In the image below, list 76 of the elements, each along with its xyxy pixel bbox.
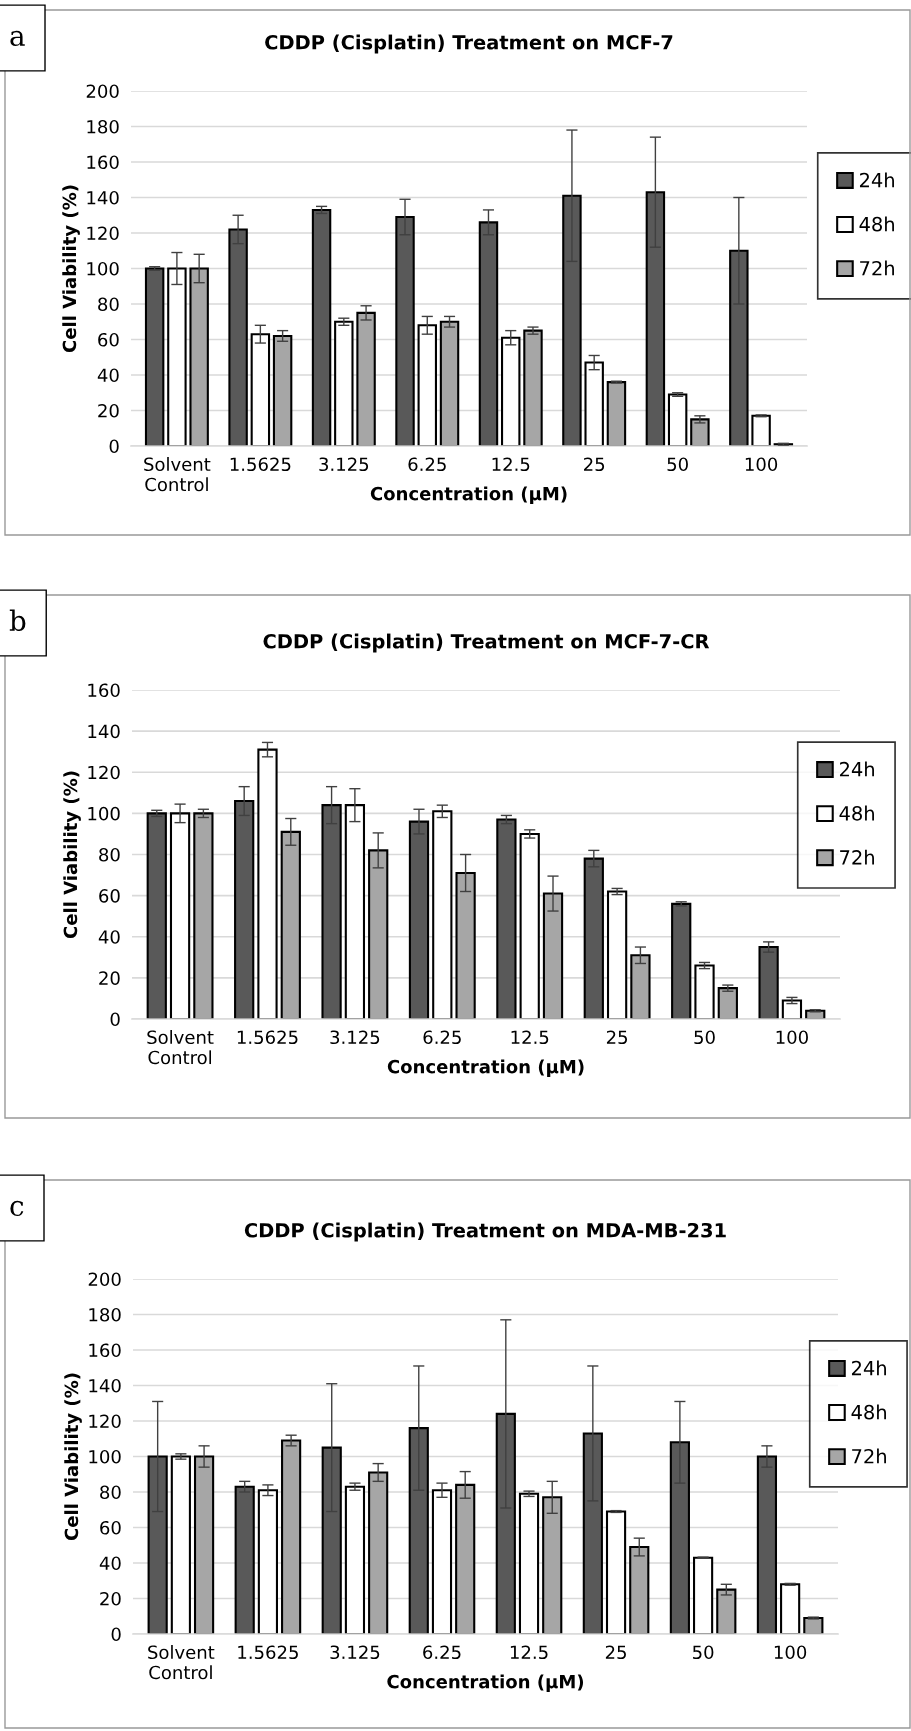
x-tick-label: 12.5 <box>511 1030 549 1045</box>
x-tick-label: 6.25 <box>408 457 446 472</box>
y-tick-label: 120 <box>88 765 120 780</box>
x-tick-label: 6.25 <box>423 1645 461 1660</box>
y-tick-label: 160 <box>88 683 120 698</box>
y-tick-label: 160 <box>87 155 119 170</box>
x-tick-label: 1.5625 <box>230 457 291 472</box>
x-tick-label: 3.125 <box>330 1030 380 1045</box>
legend-label: 48h <box>851 1404 886 1420</box>
x-tick-label: 50 <box>667 457 688 472</box>
y-tick-label: 140 <box>87 190 119 205</box>
x-tick-label: 12.5 <box>492 457 530 472</box>
x-tick-label: 3.125 <box>330 1645 380 1660</box>
y-tick-label: 80 <box>99 847 120 862</box>
y-tick-label: 140 <box>89 1378 121 1393</box>
y-tick-label: 100 <box>88 806 120 821</box>
x-tick-label: 100 <box>745 457 778 472</box>
y-tick-label: 20 <box>99 971 120 985</box>
y-tick-label: 80 <box>100 1485 121 1500</box>
x-tick-label: 25 <box>584 457 605 472</box>
y-axis-title: Cell Viability (%) <box>63 771 81 939</box>
legend-label: 72h <box>852 1448 886 1464</box>
x-tick-label: 50 <box>694 1030 715 1045</box>
y-tick-label: 0 <box>109 439 119 454</box>
x-tick-label: 50 <box>693 1645 714 1660</box>
x-tick-label: 25 <box>605 1645 626 1660</box>
x-axis-title: Concentration (µM) <box>387 1674 584 1692</box>
legend-label: 72h <box>860 260 894 276</box>
x-axis-title: Concentration (µM) <box>387 1059 584 1077</box>
chart-title: CDDP (Cisplatin) Treatment on MDA-MB-231 <box>244 1222 726 1242</box>
chart-title: CDDP (Cisplatin) Treatment on MCF-7-CR <box>263 633 710 653</box>
y-tick-label: 200 <box>88 1272 121 1287</box>
y-tick-label: 60 <box>98 332 119 347</box>
y-axis-title: Cell Viability (%) <box>62 185 80 353</box>
y-tick-label: 40 <box>99 1556 121 1571</box>
x-axis-title: Concentration (µM) <box>370 486 567 504</box>
x-tick-label: 3.125 <box>319 457 369 472</box>
legend-label: 24h <box>851 1360 886 1376</box>
y-tick-label: 40 <box>98 930 120 944</box>
legend-label: 72h <box>840 849 874 865</box>
x-tick-label: 1.5625 <box>238 1645 298 1660</box>
chart-title: CDDP (Cisplatin) Treatment on MCF-7 <box>265 34 673 54</box>
x-tick-label: Solvent Control <box>147 1030 214 1065</box>
y-tick-label: 180 <box>87 119 119 134</box>
legend-label: 48h <box>839 805 874 821</box>
x-tick-label: 100 <box>774 1645 807 1660</box>
y-tick-label: 60 <box>100 1520 121 1535</box>
y-tick-label: 120 <box>87 226 119 241</box>
y-tick-label: 60 <box>99 889 120 903</box>
y-tick-label: 0 <box>110 1012 120 1027</box>
y-tick-label: 0 <box>111 1627 121 1642</box>
x-tick-label: 25 <box>606 1030 628 1045</box>
y-tick-label: 120 <box>89 1414 121 1429</box>
y-tick-label: 20 <box>98 403 119 418</box>
y-tick-label: 80 <box>98 297 119 312</box>
text: a <box>10 30 25 47</box>
x-tick-label: Solvent Control <box>148 1645 215 1680</box>
y-tick-label: 100 <box>89 1449 121 1464</box>
y-tick-label: 140 <box>88 724 120 739</box>
x-tick-label: Solvent Control <box>144 457 211 492</box>
x-tick-label: 6.25 <box>423 1030 461 1045</box>
x-tick-label: 1.5625 <box>237 1030 298 1045</box>
y-tick-label: 20 <box>100 1591 121 1606</box>
y-tick-label: 180 <box>89 1307 121 1322</box>
legend-label: 24h <box>839 761 874 777</box>
y-axis-title: Cell Viability (%) <box>64 1373 82 1541</box>
y-tick-label: 100 <box>87 261 119 276</box>
legend-label: 24h <box>859 172 894 188</box>
text: b <box>9 609 26 632</box>
text: c <box>10 1200 24 1217</box>
x-tick-label: 12.5 <box>510 1645 548 1660</box>
x-tick-label: 100 <box>776 1030 808 1045</box>
y-tick-label: 40 <box>97 368 119 383</box>
y-tick-label: 200 <box>86 84 119 99</box>
legend-label: 48h <box>859 216 894 232</box>
y-tick-label: 160 <box>89 1343 121 1358</box>
